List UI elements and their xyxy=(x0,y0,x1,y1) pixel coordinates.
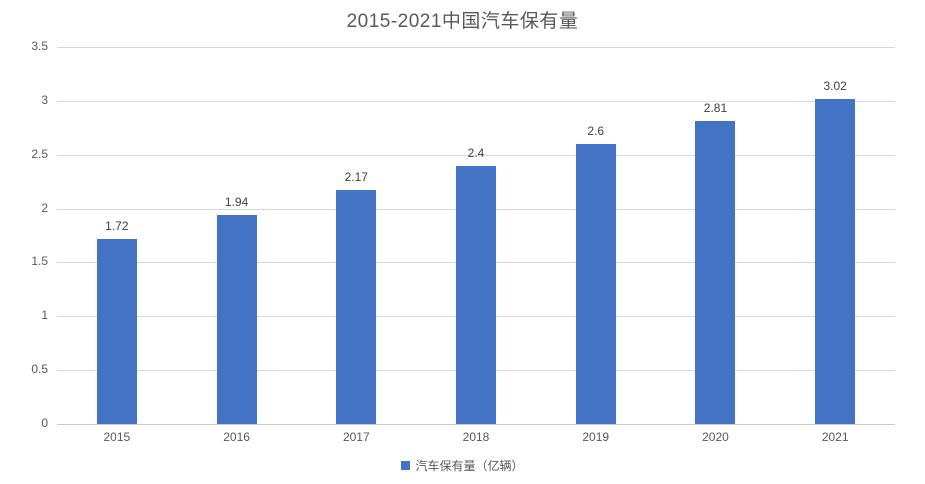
bar xyxy=(456,165,497,424)
x-tick-label: 2019 xyxy=(582,430,610,444)
bar-value-label: 2.81 xyxy=(703,101,728,116)
bar xyxy=(216,215,257,424)
bar xyxy=(336,190,377,424)
bar-value-label: 1.94 xyxy=(224,195,249,210)
gridline xyxy=(57,47,895,48)
gridline xyxy=(57,154,895,156)
y-tick-label: 1 xyxy=(41,308,48,323)
y-tick-label: 0 xyxy=(41,416,48,430)
bar-value-label: 3.02 xyxy=(823,78,847,93)
y-tick-label: 0.5 xyxy=(31,362,48,377)
bar-slot: 2.6 xyxy=(536,47,656,424)
legend-marker-icon xyxy=(401,461,411,470)
bar-slot: 1.72 xyxy=(57,47,177,424)
bar-slot: 2.4 xyxy=(416,47,536,424)
y-tick-label: 3.5 xyxy=(31,39,48,53)
bar-slot: 1.94 xyxy=(177,47,297,424)
x-axis: 2015 2016 2017 2018 2019 2020 2021 xyxy=(57,430,895,444)
bar-slot: 2.81 xyxy=(656,47,776,424)
x-tick-label: 2015 xyxy=(103,430,131,444)
y-tick-label: 2 xyxy=(41,200,48,215)
bar-slot: 2.17 xyxy=(296,47,416,424)
bar-value-label: 1.72 xyxy=(105,218,129,233)
x-tick-label: 2018 xyxy=(462,430,490,444)
bar-slots: 1.72 1.94 2.17 2.4 2.6 2.81 3.02 xyxy=(57,47,895,424)
y-tick-label: 3 xyxy=(41,92,48,107)
bar xyxy=(695,121,736,424)
bar-value-label: 2.4 xyxy=(467,145,485,160)
x-tick-label: 2021 xyxy=(821,430,849,444)
x-tick-label: 2020 xyxy=(702,430,729,444)
legend-label: 汽车保有量（亿辆） xyxy=(415,459,524,473)
bar xyxy=(575,143,616,424)
x-tick-label: 2017 xyxy=(342,430,370,444)
bar-value-label: 2.17 xyxy=(344,170,368,185)
gridline xyxy=(57,100,895,102)
plot-area: 1.72 1.94 2.17 2.4 2.6 2.81 3.02 xyxy=(57,47,895,425)
bar-slot: 3.02 xyxy=(775,47,895,424)
bar-value-label: 2.6 xyxy=(587,123,605,138)
y-tick-label: 2.5 xyxy=(31,146,48,161)
bar xyxy=(96,238,137,424)
bar xyxy=(815,98,856,424)
y-tick-label: 1.5 xyxy=(31,254,48,269)
legend: 汽车保有量（亿辆） xyxy=(0,457,925,474)
x-tick-label: 2016 xyxy=(223,430,250,444)
chart-title: 2015-2021中国汽车保有量 xyxy=(346,11,579,32)
